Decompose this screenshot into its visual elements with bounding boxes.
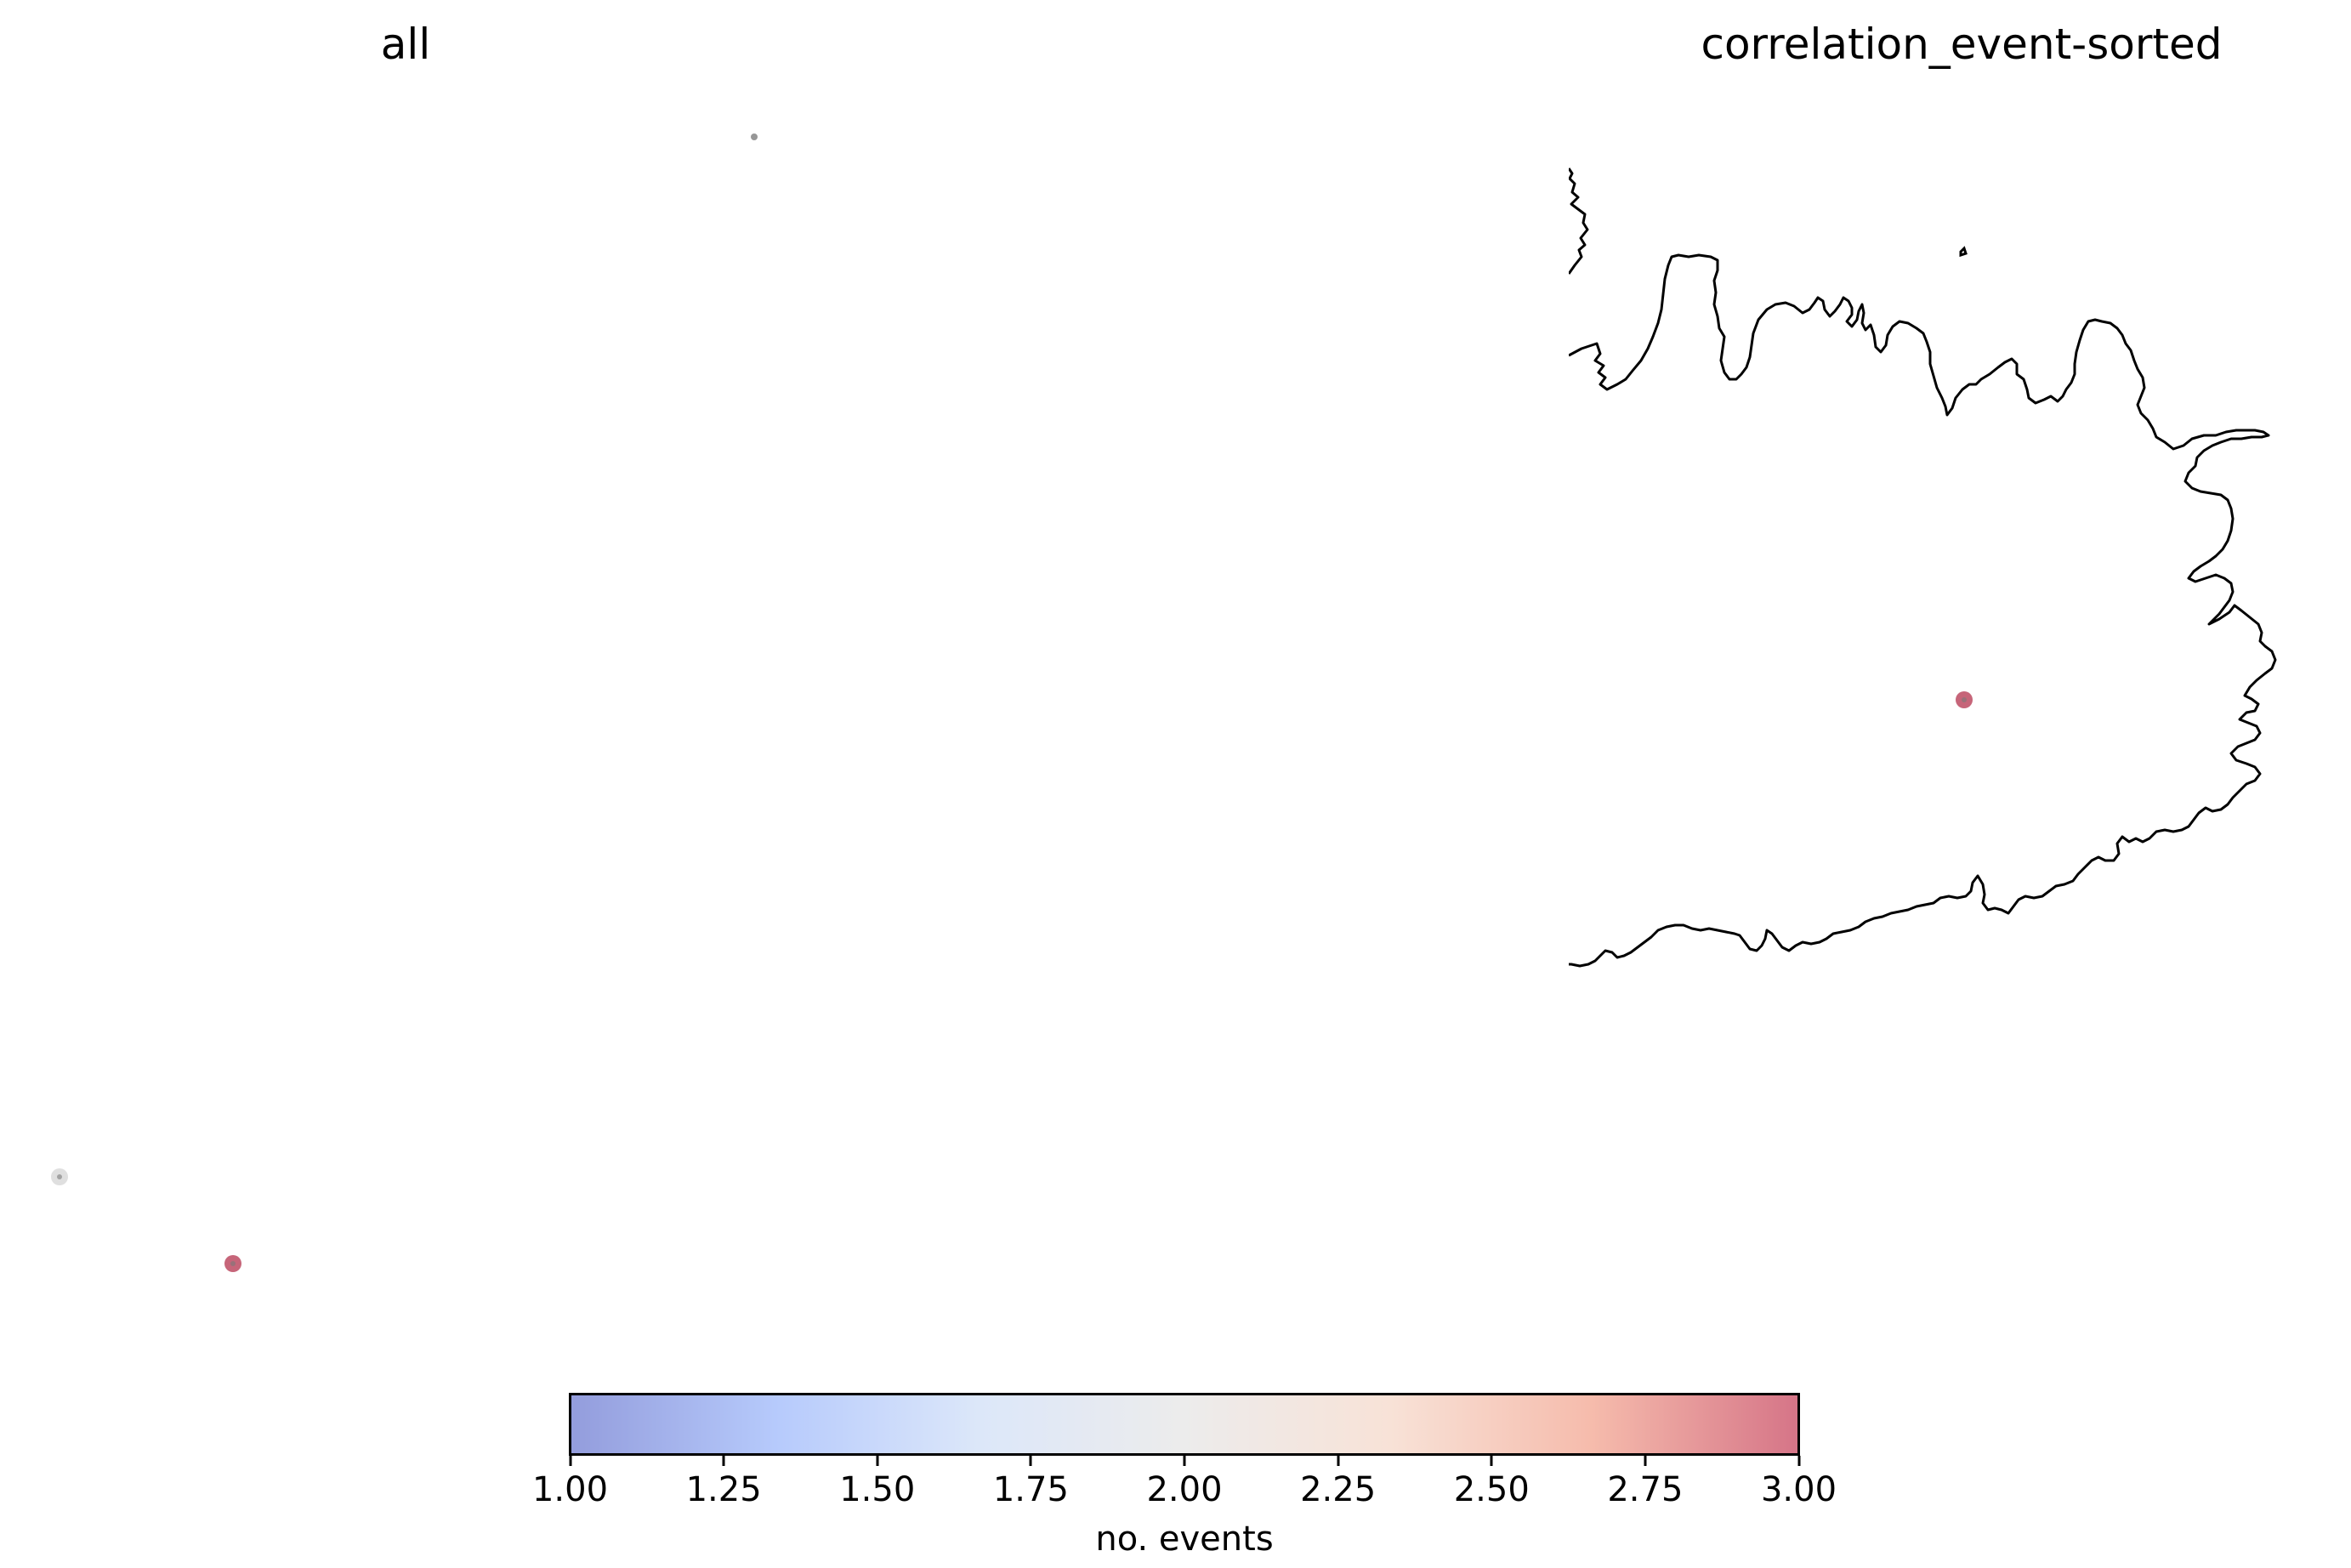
colorbar-tick-label: 1.75	[992, 1470, 1069, 1509]
colorbar-tick	[1029, 1456, 1032, 1466]
ireland-coastline	[1569, 168, 2277, 968]
colorbar-tick-label: 2.75	[1607, 1470, 1684, 1509]
colorbar-tick	[1644, 1456, 1647, 1466]
colorbar-tick	[876, 1456, 879, 1466]
colorbar-tick-label: 1.25	[685, 1470, 762, 1509]
colorbar-tick-label: 2.00	[1146, 1470, 1223, 1509]
colorbar-tick-label: 3.00	[1760, 1470, 1837, 1509]
panel-title-all: all	[380, 20, 431, 69]
event-marker-center	[57, 1174, 62, 1179]
colorbar-tick-label: 2.25	[1300, 1470, 1377, 1509]
event-marker-center	[230, 1261, 236, 1266]
left-map-panel	[51, 134, 758, 1272]
colorbar-tick	[722, 1456, 725, 1466]
colorbar-tick	[1337, 1456, 1340, 1466]
colorbar-tick	[1490, 1456, 1493, 1466]
panel-title-correlation: correlation_event-sorted	[1701, 20, 2223, 69]
colorbar-tick	[1797, 1456, 1800, 1466]
right-map-panel	[1569, 168, 2277, 968]
ireland-coastline-detail	[1959, 246, 1968, 258]
colorbar-tick-label: 2.50	[1453, 1470, 1530, 1509]
colorbar-label: no. events	[1095, 1520, 1274, 1559]
event-marker	[751, 134, 758, 140]
colorbar	[569, 1393, 1800, 1456]
colorbar-alpha-overlay	[571, 1395, 1797, 1453]
event-marker-center	[1962, 697, 1967, 702]
colorbar-tick	[1183, 1456, 1186, 1466]
colorbar-tick-label: 1.00	[531, 1470, 609, 1509]
colorbar-tick-label: 1.50	[839, 1470, 916, 1509]
colorbar-tick	[569, 1456, 571, 1466]
